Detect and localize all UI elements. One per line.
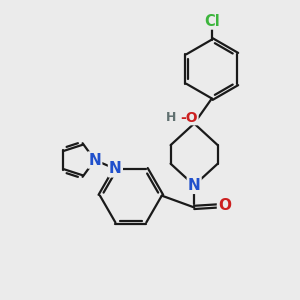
Text: Cl: Cl	[204, 14, 220, 28]
Text: H: H	[166, 111, 176, 124]
Text: N: N	[109, 161, 122, 176]
Text: O: O	[218, 198, 231, 213]
Text: -O: -O	[180, 111, 198, 124]
Text: N: N	[88, 152, 101, 167]
Text: N: N	[188, 178, 200, 193]
